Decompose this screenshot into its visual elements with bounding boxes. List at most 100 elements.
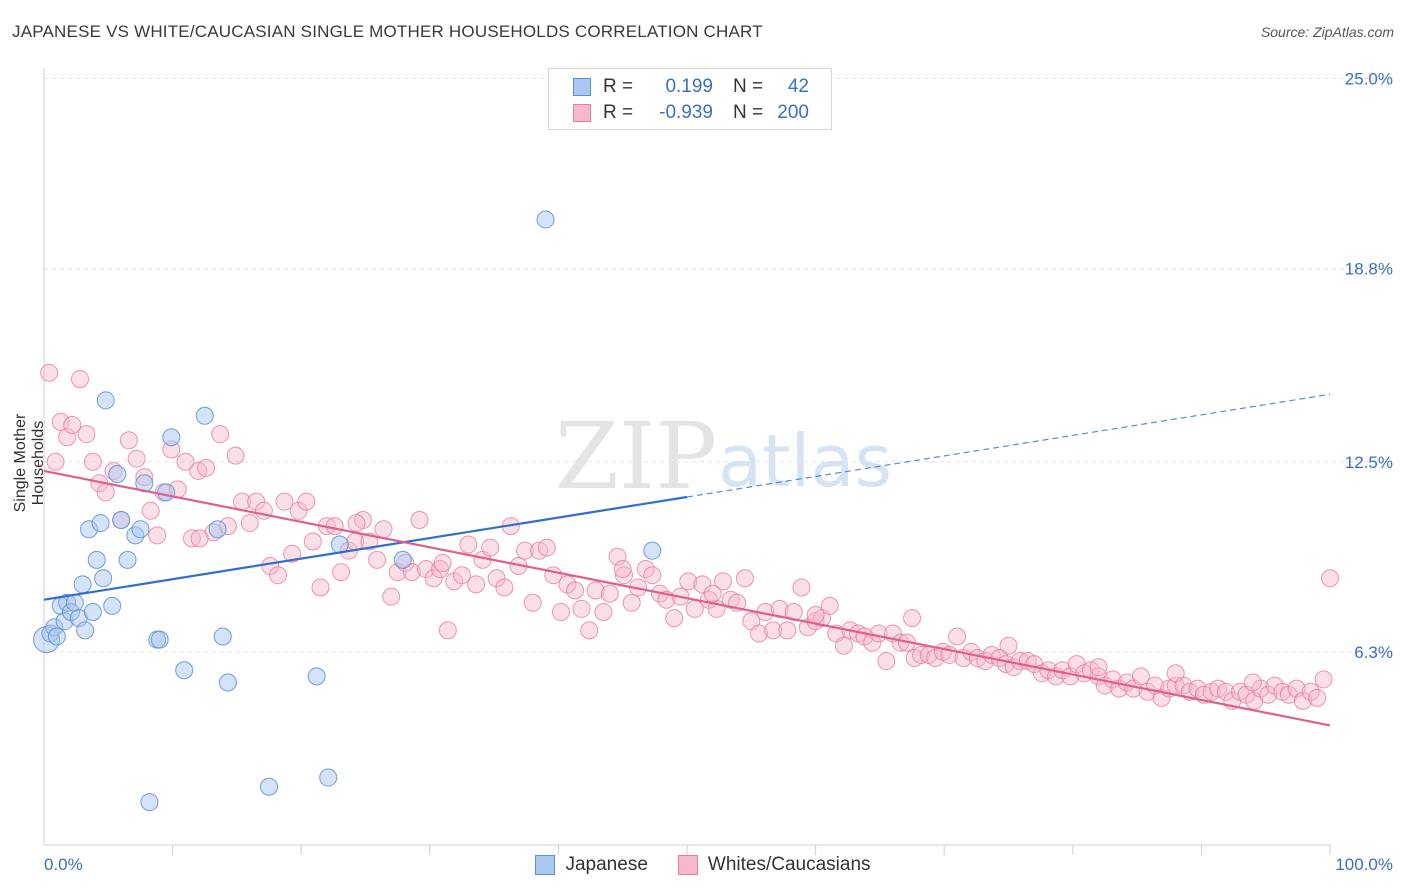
legend-item-japanese[interactable]: Japanese <box>535 854 648 876</box>
white-point <box>211 425 230 444</box>
japanese-point <box>175 661 194 680</box>
japanese-point <box>260 777 279 796</box>
japanese-point <box>150 630 169 649</box>
japanese-point <box>195 406 214 425</box>
white-point <box>459 535 478 554</box>
japanese-point <box>218 673 237 692</box>
japanese-point <box>94 569 113 588</box>
japanese-point <box>118 550 137 569</box>
white-point <box>1216 682 1235 701</box>
watermark-zip: ZIP <box>555 403 717 510</box>
series-legend: Japanese Whites/Caucasians <box>0 852 1406 878</box>
white-point <box>912 645 931 664</box>
legend-item-white[interactable]: Whites/Caucasians <box>677 854 871 876</box>
white-point <box>778 621 797 640</box>
japanese-point <box>103 596 122 615</box>
white-point <box>614 566 633 585</box>
white-point <box>551 602 570 621</box>
tick-labels: 6.3% 12.5% 18.8% 25.0% 0.0% 100.0% <box>44 70 1393 875</box>
japanese-point <box>96 391 115 410</box>
white-point <box>46 452 65 471</box>
white-point <box>877 652 896 671</box>
white-point <box>176 452 195 471</box>
japanese-point <box>319 768 338 787</box>
japanese-point <box>91 514 110 533</box>
japanese-point <box>140 793 159 812</box>
white-point <box>283 544 302 563</box>
white-point <box>433 553 452 572</box>
white-r-value: -0.939 <box>659 102 713 123</box>
white-point <box>693 575 712 594</box>
white-point <box>999 636 1018 655</box>
white-point <box>820 596 839 615</box>
white-point <box>148 526 167 545</box>
white-point <box>197 458 216 477</box>
white-point <box>382 587 401 606</box>
white-point <box>1089 658 1108 677</box>
white-point <box>764 621 783 640</box>
y-tick-label: 12.5% <box>1345 453 1393 472</box>
white-point <box>416 560 435 579</box>
white-point <box>410 511 429 530</box>
white-point <box>643 566 662 585</box>
white-point <box>269 566 288 585</box>
white-point <box>1166 664 1185 683</box>
white-point <box>83 452 102 471</box>
white-point <box>63 415 82 434</box>
white-point <box>402 563 421 582</box>
r-label: R = <box>603 102 634 123</box>
japanese-point <box>131 520 150 539</box>
stats-legend: R = 0.199 N = 42 R = -0.939 N = 200 <box>548 68 832 130</box>
white-point <box>784 602 803 621</box>
white-point <box>586 581 605 600</box>
white-point <box>834 636 853 655</box>
white-point <box>374 520 393 539</box>
white-point <box>467 575 486 594</box>
trend-lines <box>43 393 1331 727</box>
white-point <box>40 363 59 382</box>
y-tick-label: 6.3% <box>1354 643 1393 662</box>
white-point <box>226 446 245 465</box>
white-swatch-icon <box>573 104 591 122</box>
x-tick-label: 0.0% <box>44 855 83 874</box>
japanese-point <box>76 621 95 640</box>
japanese-r-value: 0.199 <box>665 76 713 97</box>
white-point <box>665 609 684 628</box>
japanese-point <box>83 602 102 621</box>
japanese-point <box>393 550 412 569</box>
white-point <box>735 569 754 588</box>
white-point <box>1293 691 1312 710</box>
white-n-value: 200 <box>777 102 809 123</box>
white-point <box>481 538 500 557</box>
n-label: N = <box>733 102 764 123</box>
white-point <box>289 501 308 520</box>
white-point <box>1308 688 1327 707</box>
white-point <box>311 578 330 597</box>
white-point <box>1259 685 1278 704</box>
watermark-atlas: atlas <box>718 419 892 503</box>
white-trend-line <box>43 469 1331 727</box>
white-point <box>792 578 811 597</box>
source-credit: Source: ZipAtlas.com <box>1260 24 1394 40</box>
japanese-point <box>643 541 662 560</box>
white-point <box>51 412 70 431</box>
japanese-point <box>208 520 227 539</box>
japanese-point <box>47 627 66 646</box>
white-point <box>119 431 138 450</box>
japanese-points <box>33 210 662 812</box>
white-point <box>424 569 443 588</box>
chart-title: JAPANESE VS WHITE/CAUCASIAN SINGLE MOTHE… <box>12 22 763 41</box>
x-tick-label: 100.0% <box>1335 855 1393 874</box>
white-point <box>622 593 641 612</box>
white-point <box>714 572 733 591</box>
white-point <box>1131 667 1150 686</box>
y-tick-label: 18.8% <box>1345 260 1393 279</box>
white-point <box>347 514 366 533</box>
white-point <box>750 624 769 643</box>
white-point <box>303 532 322 551</box>
japanese-trend-extension <box>686 393 1331 498</box>
white-point <box>1243 673 1262 692</box>
white-legend-icon <box>677 855 698 875</box>
white-point <box>190 529 209 548</box>
